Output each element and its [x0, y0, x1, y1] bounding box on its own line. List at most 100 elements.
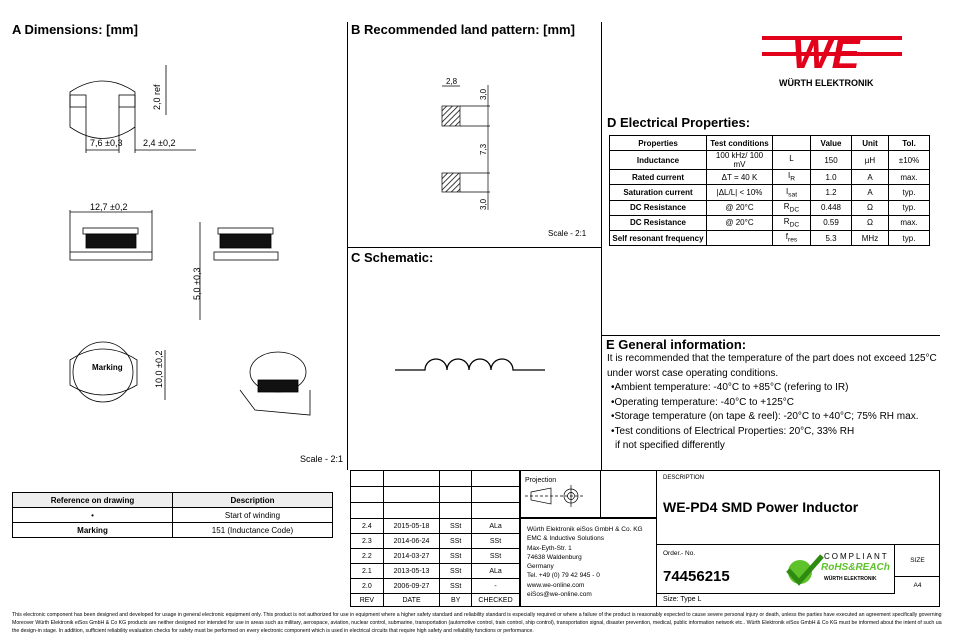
dim-label: 2,4 ±0,2	[143, 138, 175, 148]
cell: 2.3	[350, 533, 384, 549]
dim-label: 12,7 ±0,2	[90, 202, 127, 212]
company-line: 74638 Waldenburg	[527, 553, 582, 561]
cell: Marking	[12, 522, 173, 538]
value: 5.3	[810, 229, 852, 247]
property: DC Resistance	[609, 214, 707, 231]
header: Properties	[609, 134, 707, 152]
divider	[347, 22, 348, 470]
cell: SSt	[471, 533, 520, 549]
company-line: eiSos@we-online.com	[527, 591, 592, 599]
scale-label: Scale - 2:1	[300, 454, 344, 464]
symbol: fres	[772, 229, 811, 247]
symbol: IR	[772, 169, 811, 186]
symbol-sub: sat	[788, 191, 798, 199]
condition: 100 kHz/ 100 mV	[706, 150, 773, 171]
cell: 2.2	[350, 548, 384, 564]
tolerance: typ.	[888, 199, 930, 216]
cell: ALa	[471, 563, 520, 579]
symbol-sub: DC	[789, 221, 800, 229]
electrical-title: D Electrical Properties:	[607, 115, 751, 130]
symbol: Isat	[772, 184, 811, 201]
value: 0.448	[810, 199, 852, 216]
dim-label: 7,3	[479, 143, 488, 155]
divider	[347, 247, 601, 248]
tolerance: typ.	[888, 229, 930, 247]
condition	[706, 229, 773, 247]
symbol: RDC	[772, 199, 811, 216]
dim-label: 3,0	[479, 198, 488, 210]
cell: SSt	[471, 548, 520, 564]
description-label: DESCRIPTION	[663, 475, 705, 481]
table-row	[350, 470, 520, 487]
property: Self resonant frequency	[609, 229, 707, 247]
size-type: Size: Type L	[663, 596, 702, 603]
header: Tol.	[888, 134, 930, 152]
projection-box: Projection	[520, 470, 657, 518]
unit: Ω	[851, 214, 889, 231]
unit: Ω	[851, 199, 889, 216]
unit: MHz	[851, 229, 889, 247]
symbol-sub: R	[790, 176, 796, 184]
cell: SSt	[439, 533, 473, 549]
cell: SSt	[439, 548, 473, 564]
dimensions-title: A Dimensions: [mm]	[12, 22, 138, 37]
condition: @ 20°C	[706, 214, 773, 231]
cell: 2.1	[350, 563, 384, 579]
cell: -	[471, 578, 520, 594]
table-row: 2.2 2014-03-27 SSt SSt	[350, 548, 520, 564]
value: 1.0	[810, 169, 852, 186]
rohs-badge: COMPLIANT RoHS&REACh WÜRTH ELEKTRONIK	[784, 550, 892, 588]
cell: 2013-05-13	[382, 563, 441, 579]
order-number: 74456215	[663, 568, 730, 585]
property: DC Resistance	[609, 199, 707, 216]
symbol-main: f	[785, 232, 788, 242]
dim-label: 2,0 ref	[152, 84, 162, 110]
disclaimer: This electronic component has been desig…	[12, 611, 942, 635]
tolerance: typ.	[888, 184, 930, 201]
header: Value	[810, 134, 852, 152]
blank-box	[600, 470, 657, 518]
cell: 2.4	[350, 518, 384, 534]
projection-label: Projection	[525, 477, 557, 484]
tolerance: max.	[888, 214, 930, 231]
info-line: •Operating temperature: -40°C to +125°C	[611, 396, 794, 408]
value: 0.59	[810, 214, 852, 231]
info-line: It is recommended that the temperature o…	[607, 353, 937, 364]
header: DATE	[382, 593, 441, 607]
order-label: Order.- No.	[663, 550, 696, 557]
dim-label: 3,0	[479, 88, 488, 100]
general-info: It is recommended that the temperature o…	[607, 352, 937, 454]
logo-text: WÜRTH ELEKTRONIK	[779, 78, 874, 88]
tolerance: ±10%	[888, 150, 930, 171]
company-line: Tel. +49 (0) 79 42 945 - 0	[527, 572, 600, 580]
symbol-main: R	[783, 201, 790, 211]
marking-label: Marking	[92, 363, 123, 372]
rohs-line3: WÜRTH ELEKTRONIK	[824, 576, 877, 582]
value: 150	[810, 150, 852, 171]
header: Description	[172, 492, 333, 508]
unit: µH	[851, 150, 889, 171]
condition: |ΔL/L| < 10%	[706, 184, 773, 201]
dim-label: 5,0 ±0,3	[192, 268, 202, 300]
header: Test conditions	[706, 134, 773, 152]
header: REV	[350, 593, 384, 607]
symbol-main: L	[789, 154, 794, 164]
table-row: 2.0 2006-09-27 SSt -	[350, 578, 520, 594]
disclaimer-line: This electronic component has been desig…	[12, 612, 942, 618]
rohs-line2: RoHS&REACh	[821, 562, 890, 573]
symbol-sub: DC	[789, 206, 800, 214]
order-box: Order.- No. 74456215 COMPLIANT RoHS&REAC…	[657, 545, 895, 594]
tolerance: max.	[888, 169, 930, 186]
info-line: if not specified differently	[615, 440, 725, 451]
cell: 2006-09-27	[382, 578, 441, 594]
divider	[601, 335, 940, 336]
symbol-main: R	[783, 217, 790, 227]
condition: @ 20°C	[706, 199, 773, 216]
table-row: Inductance 100 kHz/ 100 mV L 150 µH ±10%	[609, 150, 930, 171]
cell: 151 (Inductance Code)	[172, 522, 333, 538]
wurth-logo: WE	[762, 30, 902, 77]
divider	[601, 22, 602, 470]
